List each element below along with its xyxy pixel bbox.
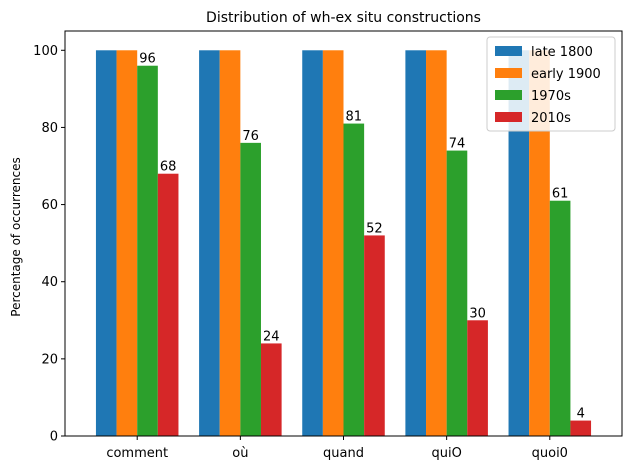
bar [322, 50, 344, 437]
bar [343, 123, 365, 437]
y-axis: 0 20 40 60 80 100 [33, 44, 65, 445]
legend-label: late 1800 [531, 45, 593, 60]
bar-data-label: 76 [242, 129, 259, 144]
legend-swatch [495, 68, 522, 78]
bar [95, 50, 117, 437]
legend-label: 1970s [531, 89, 571, 104]
y-tick-label: 0 [50, 430, 58, 445]
bar [570, 420, 592, 436]
x-tick-label: où [232, 446, 248, 461]
bar [199, 50, 220, 437]
bar [157, 173, 179, 436]
bar [302, 50, 323, 437]
y-tick-label: 80 [41, 121, 58, 136]
bar-data-label: 61 [552, 187, 569, 202]
x-tick-label: quand [323, 446, 364, 461]
legend-swatch [495, 112, 522, 122]
bar-data-label: 30 [469, 306, 486, 321]
bar [240, 142, 261, 436]
chart-title: Distribution of wh-ex situ constructions [206, 10, 481, 26]
bars-group [95, 50, 592, 437]
legend-label: early 1900 [531, 67, 601, 82]
bar [364, 235, 385, 436]
y-tick-label: 20 [41, 352, 58, 367]
bar-labels-group: 96 76 81 74 61 68 24 52 30 4 [139, 52, 585, 422]
x-tick-label: comment [106, 446, 168, 461]
x-axis: comment où quand quiO quoi0 [106, 436, 568, 461]
bar [219, 50, 241, 437]
bar [549, 200, 571, 436]
legend-swatch [495, 46, 522, 56]
bar-data-label: 81 [346, 110, 363, 125]
bar [260, 343, 282, 436]
bar-data-label: 96 [139, 52, 156, 67]
legend: late 1800 early 1900 1970s 2010s [486, 36, 616, 132]
bar [426, 50, 447, 437]
bar [405, 50, 427, 437]
y-tick-label: 60 [41, 198, 58, 213]
bar-data-label: 68 [160, 160, 177, 175]
bar [137, 65, 158, 436]
plot-frame [64, 30, 623, 437]
bar-data-label: 4 [577, 407, 585, 422]
legend-label: 2010s [531, 111, 571, 126]
bar [446, 150, 468, 437]
y-axis-label: Percentage of occurrences [9, 157, 23, 316]
legend-swatch [495, 90, 522, 100]
y-tick-label: 100 [33, 44, 58, 59]
x-tick-label: quoi0 [532, 446, 568, 461]
bar [116, 50, 138, 437]
x-tick-label: quiO [431, 446, 461, 461]
legend-box [486, 36, 616, 132]
bar [508, 50, 530, 437]
bar [467, 320, 488, 436]
bar-data-label: 52 [366, 221, 383, 236]
bar [529, 50, 550, 437]
bar-data-label: 74 [449, 137, 466, 152]
y-tick-label: 40 [41, 275, 58, 290]
bar-data-label: 24 [263, 329, 280, 344]
